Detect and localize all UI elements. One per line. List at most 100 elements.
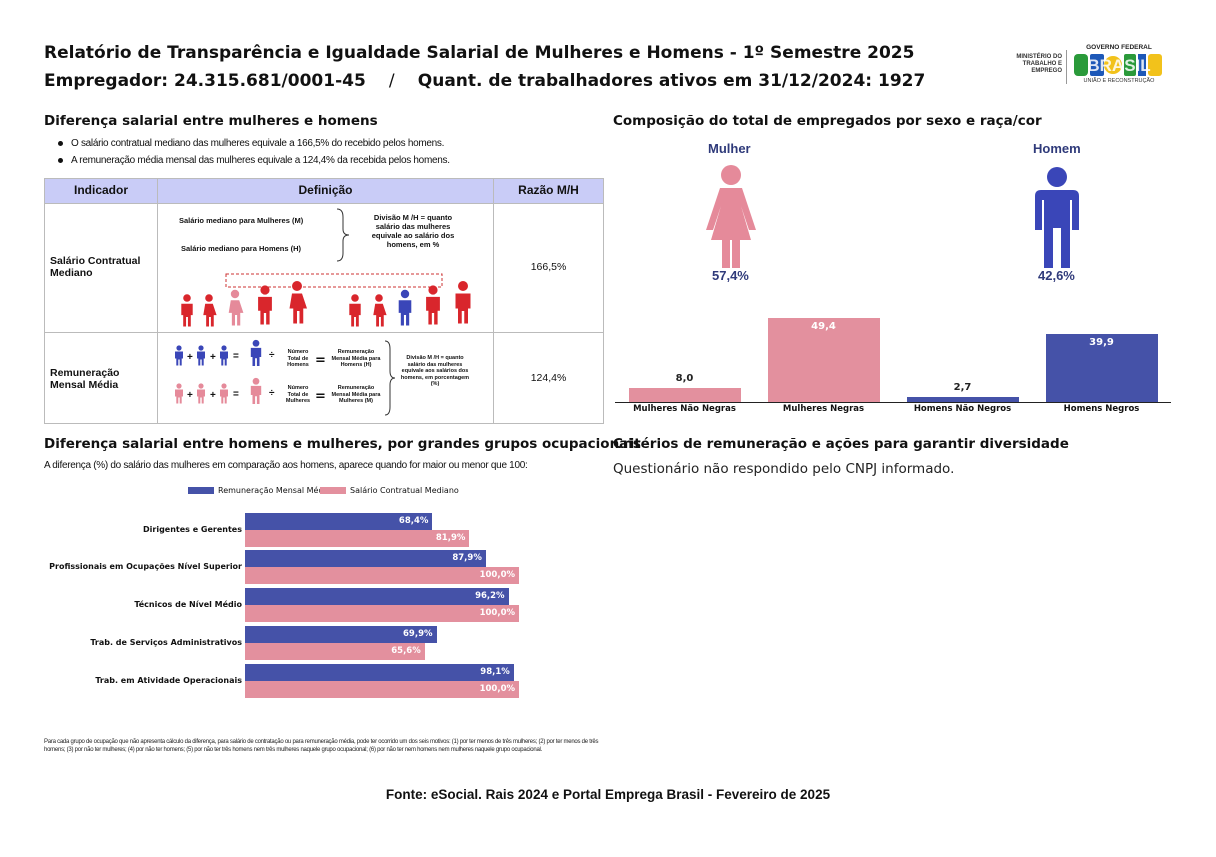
composition-category-label: Homens Não Negros bbox=[913, 404, 1012, 414]
def-men-total: Número Total de Homens bbox=[287, 349, 309, 368]
contract-salary-bar bbox=[245, 567, 519, 584]
occupation-bar-value: 100,0% bbox=[479, 570, 515, 580]
occupation-label: Dirigentes e Gerentes bbox=[143, 525, 242, 534]
salary-gap-bullets: O salário contratual mediano das mulhere… bbox=[58, 135, 450, 169]
ratio-median-salary: 166,5% bbox=[530, 261, 567, 273]
header-definition: Definição bbox=[298, 183, 353, 197]
monthly-pay-bar bbox=[245, 513, 433, 530]
occupation-bar-value: 68,4% bbox=[398, 516, 429, 526]
occupation-label: Profissionais em Ocupações Nível Superio… bbox=[49, 562, 242, 571]
occupation-bar-value: 96,2% bbox=[475, 591, 505, 601]
employer-line: Empregador: 24.315.681/0001-45 / Quant. de… bbox=[44, 71, 925, 91]
occupation-bar-value: 65,6% bbox=[391, 646, 421, 656]
contract-salary-bar bbox=[245, 681, 519, 698]
legend-swatch-blue bbox=[188, 487, 214, 494]
salary-gap-title: Diferença salarial entre mulheres e home… bbox=[44, 113, 378, 129]
ratio-monthly-pay: 124,4% bbox=[530, 372, 567, 384]
man-icon bbox=[1035, 167, 1079, 268]
contract-salary-bar bbox=[245, 605, 519, 622]
composition-bar-value: 39,9 bbox=[1089, 337, 1114, 349]
composition-category-label: Mulheres Negras bbox=[782, 404, 865, 414]
def-women-median: Salário mediano para Mulheres (M) bbox=[179, 216, 304, 225]
composition-bar-value: 8,0 bbox=[675, 373, 694, 385]
criteria-text: Questionário não respondido pelo CNPJ in… bbox=[613, 461, 955, 477]
composition-bar bbox=[628, 388, 741, 402]
legend-monthly-pay-label: Remuneração Mensal Média bbox=[218, 486, 331, 495]
monthly-pay-bar bbox=[245, 664, 514, 681]
source-note: Fonte: eSocial. Rais 2024 e Portal Empre… bbox=[385, 787, 831, 802]
occupation-bar-value: 87,9% bbox=[452, 553, 482, 563]
composition-axis-line bbox=[615, 402, 1171, 403]
men-label: Homem bbox=[1033, 141, 1081, 156]
occupational-footnote: Para cada grupo de ocupação que não apre… bbox=[44, 739, 599, 753]
composition-bar-chart: 8,0 Mulheres Não Negras 49,4 Mulheres Negra… bbox=[615, 300, 1171, 420]
monthly-pay-formula-icons: + + = ÷ + + = ÷ bbox=[175, 339, 275, 405]
indicator-table-header: Indicador Definição Razão M/H bbox=[45, 179, 603, 203]
ministry-logo-text: MINISTÉRIO DO TRABALHO E EMPREGO bbox=[1016, 54, 1062, 74]
composition-bar-value: 49,4 bbox=[811, 321, 836, 332]
occupation-bar-value: 98,1% bbox=[480, 667, 510, 677]
svg-text:÷: ÷ bbox=[269, 388, 275, 399]
def-division-monthly: Divisão M /H = quanto salário das mulher… bbox=[400, 355, 470, 387]
brasil-logo-icon: BRASIL bbox=[1074, 54, 1162, 76]
equals-icon-men: = bbox=[315, 353, 326, 368]
def-men-median: Salário mediano para Homens (H) bbox=[181, 244, 302, 253]
monthly-pay-bar bbox=[245, 588, 509, 605]
svg-text:+: + bbox=[210, 390, 216, 401]
composition-category-label: Mulheres Não Negras bbox=[633, 404, 736, 414]
occupational-bar-chart: Dirigentes e Gerentes 68,4% 81,9% Profissio… bbox=[0, 500, 600, 700]
contract-salary-bar bbox=[245, 643, 425, 660]
women-percentage: 57,4% bbox=[712, 268, 749, 283]
header-ratio: Razão M/H bbox=[518, 183, 579, 197]
occupational-title: Diferença salarial entre homens e mulher… bbox=[44, 436, 641, 452]
brace-icon-2 bbox=[384, 340, 396, 416]
brace-icon bbox=[336, 208, 350, 262]
men-percentage: 42,6% bbox=[1038, 268, 1075, 283]
occupation-label: Trab. em Atividade Operacionais bbox=[95, 676, 242, 685]
header-indicator: Indicador bbox=[73, 183, 128, 197]
def-division-median: Divisão M /H = quanto salário das mulher… bbox=[371, 213, 455, 249]
def-women-total: Número Total de Mulheres bbox=[285, 385, 311, 404]
occupation-bar-value: 100,0% bbox=[479, 684, 515, 694]
monthly-pay-bar bbox=[245, 626, 437, 643]
bullet-contract-salary: O salário contratual mediano das mulhere… bbox=[58, 135, 450, 152]
criteria-title: Critérios de remuneração e ações para ga… bbox=[613, 436, 1069, 452]
occupation-label: Técnicos de Nível Médio bbox=[134, 600, 242, 609]
svg-text:÷: ÷ bbox=[269, 350, 275, 361]
composition-category-label: Homens Negros bbox=[1063, 404, 1140, 414]
row-label-median-salary: Salário Contratual Mediano bbox=[50, 255, 141, 279]
bullet-monthly-pay: A remuneração média mensal das mulheres … bbox=[58, 152, 450, 169]
composition-title: Composição do total de empregados por se… bbox=[613, 113, 1042, 129]
row-label-monthly-pay: Remuneração Mensal Média bbox=[50, 367, 120, 391]
legend-swatch-pink bbox=[320, 487, 346, 494]
occupational-subtitle: A diferença (%) do salário das mulheres … bbox=[44, 460, 528, 471]
logo-divider bbox=[1066, 50, 1067, 84]
occupation-bar-value: 69,9% bbox=[403, 629, 433, 639]
occupation-label: Trab. de Serviços Administrativos bbox=[90, 638, 242, 647]
svg-text:=: = bbox=[233, 389, 239, 400]
report-title: Relatório de Transparência e Igualdade S… bbox=[44, 43, 915, 63]
reconstruction-text: UNIÃO E RECONSTRUÇÃO bbox=[1083, 78, 1155, 84]
svg-text:+: + bbox=[187, 390, 193, 401]
people-figures-illustration bbox=[181, 273, 471, 327]
women-label: Mulher bbox=[708, 141, 751, 156]
composition-bar-value: 2,7 bbox=[953, 382, 972, 394]
brasil-brand-text: BRASIL bbox=[1087, 56, 1150, 75]
svg-text:=: = bbox=[233, 351, 239, 362]
occupation-bar-value: 100,0% bbox=[479, 608, 515, 618]
composition-bar bbox=[767, 318, 880, 402]
def-women-result: Remuneração Mensal Média para Mulheres (… bbox=[331, 385, 381, 404]
active-workers: Quant. de trabalhadores ativos em 31/12/… bbox=[417, 71, 926, 91]
def-men-result: Remuneração Mensal Média para Homens (H) bbox=[331, 349, 381, 368]
composition-bar bbox=[906, 397, 1019, 402]
occupation-bar-value: 81,9% bbox=[435, 533, 466, 543]
legend-contract-salary: Salário Contratual Mediano bbox=[320, 486, 459, 495]
header-separator: / bbox=[388, 71, 395, 91]
svg-text:+: + bbox=[210, 352, 216, 363]
employer-id: Empregador: 24.315.681/0001-45 bbox=[44, 71, 366, 91]
monthly-pay-bar bbox=[245, 550, 486, 567]
equals-icon-women: = bbox=[315, 389, 326, 404]
legend-contract-salary-label: Salário Contratual Mediano bbox=[350, 486, 459, 495]
woman-icon bbox=[706, 165, 756, 268]
gov-federal-text: GOVERNO FEDERAL bbox=[1086, 44, 1152, 51]
